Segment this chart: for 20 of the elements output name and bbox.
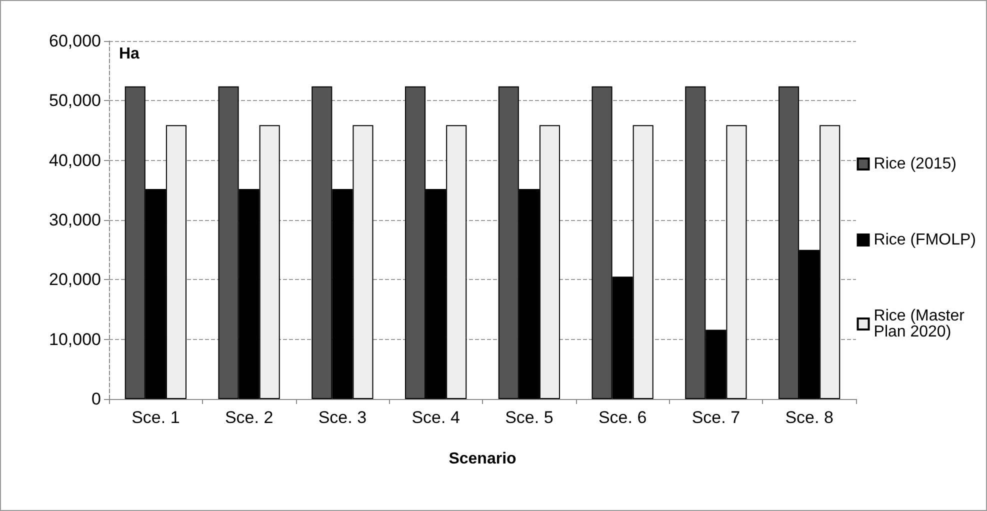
legend-label: Rice (2015) xyxy=(874,156,956,172)
y-tick-label: 20,000 xyxy=(49,270,101,290)
y-tick-label: 60,000 xyxy=(49,32,101,50)
y-tick-label: 30,000 xyxy=(49,210,101,230)
x-tick-label: Sce. 2 xyxy=(224,408,274,427)
legend-label: Rice (Master Plan 2020) xyxy=(874,308,969,340)
x-axis-title: Scenario xyxy=(448,450,517,468)
legend-label: Rice (FMOLP) xyxy=(874,232,976,248)
x-tick-label: Sce. 6 xyxy=(598,408,647,427)
x-tick-label: Sce. 3 xyxy=(318,408,367,427)
x-tick-label: Sce. 4 xyxy=(412,408,460,427)
annotation: Ha xyxy=(119,46,140,62)
x-tick-label: Sce. 1 xyxy=(132,408,180,427)
y-tick-label: 50,000 xyxy=(49,91,101,110)
y-tick-label: 10,000 xyxy=(49,330,101,349)
x-tick-label: Sce. 8 xyxy=(785,408,834,427)
x-tick-label: Sce. 7 xyxy=(692,408,740,427)
y-tick-label: 0 xyxy=(92,390,101,408)
x-tick-label: Sce. 5 xyxy=(505,408,554,427)
y-tick-label: 40,000 xyxy=(49,150,101,170)
